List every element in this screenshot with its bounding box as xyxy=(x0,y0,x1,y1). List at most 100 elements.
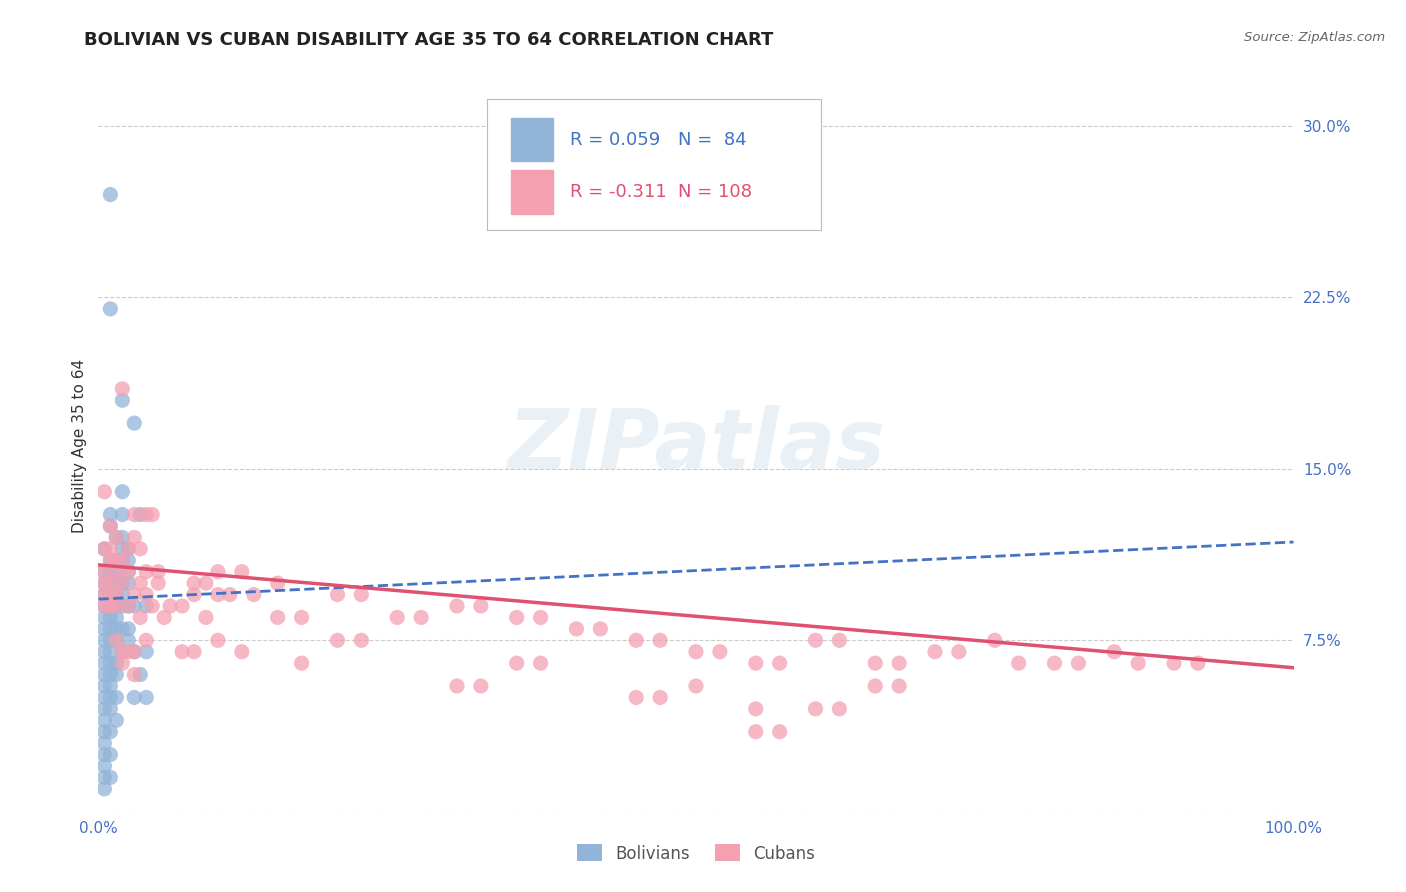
Point xyxy=(291,610,314,624)
Point xyxy=(124,690,146,705)
Point xyxy=(105,633,128,648)
Point xyxy=(98,187,122,202)
Point xyxy=(98,771,122,785)
Point xyxy=(828,702,851,716)
Point xyxy=(98,747,122,762)
Point xyxy=(117,599,139,613)
Point xyxy=(98,667,122,681)
Point xyxy=(93,610,115,624)
Point xyxy=(93,576,115,591)
Point xyxy=(93,565,115,579)
Point xyxy=(648,633,672,648)
Point xyxy=(93,702,115,716)
Point xyxy=(984,633,1007,648)
Point xyxy=(745,724,768,739)
Point xyxy=(243,588,266,602)
Point xyxy=(98,519,122,533)
Point xyxy=(124,667,146,681)
Point xyxy=(446,599,468,613)
Point xyxy=(129,541,152,556)
FancyBboxPatch shape xyxy=(510,118,553,161)
Point xyxy=(124,588,146,602)
Point xyxy=(105,622,128,636)
Point xyxy=(1187,656,1209,670)
Point xyxy=(93,588,115,602)
Point xyxy=(326,588,349,602)
Point xyxy=(93,736,115,750)
Point xyxy=(135,633,157,648)
Point xyxy=(124,645,146,659)
Point xyxy=(93,714,115,728)
Point xyxy=(105,565,128,579)
Point xyxy=(105,599,128,613)
Point xyxy=(207,633,229,648)
Point xyxy=(117,622,139,636)
Point xyxy=(117,633,139,648)
Point xyxy=(111,576,134,591)
Point xyxy=(828,633,851,648)
Y-axis label: Disability Age 35 to 64: Disability Age 35 to 64 xyxy=(72,359,87,533)
Point xyxy=(506,656,529,670)
Point xyxy=(93,541,115,556)
Point xyxy=(105,553,128,567)
Text: ZIPatlas: ZIPatlas xyxy=(508,406,884,486)
Point xyxy=(530,656,553,670)
Point xyxy=(148,565,170,579)
Point xyxy=(183,576,205,591)
Point xyxy=(124,530,146,544)
Point xyxy=(135,588,157,602)
Point xyxy=(117,576,139,591)
Point xyxy=(148,576,170,591)
Point xyxy=(93,747,115,762)
Point xyxy=(93,781,115,796)
Point xyxy=(93,599,115,613)
Point xyxy=(231,645,253,659)
Point xyxy=(105,553,128,567)
Point xyxy=(93,565,115,579)
Point xyxy=(93,771,115,785)
Point xyxy=(105,667,128,681)
Point xyxy=(129,576,152,591)
Point xyxy=(183,588,205,602)
Point xyxy=(98,599,122,613)
Point xyxy=(111,508,134,522)
Point xyxy=(98,519,122,533)
Point xyxy=(98,690,122,705)
Point xyxy=(93,633,115,648)
Point xyxy=(105,576,128,591)
Point xyxy=(98,679,122,693)
Point xyxy=(135,599,157,613)
Point xyxy=(141,599,163,613)
Point xyxy=(768,724,790,739)
Point xyxy=(93,622,115,636)
Text: N = 108: N = 108 xyxy=(678,183,752,201)
Point xyxy=(1008,656,1031,670)
Point xyxy=(111,541,134,556)
Point xyxy=(105,588,128,602)
Point xyxy=(124,599,146,613)
Point xyxy=(648,690,672,705)
Point xyxy=(117,541,139,556)
Point xyxy=(207,565,229,579)
Point xyxy=(124,508,146,522)
Point xyxy=(1043,656,1066,670)
Point xyxy=(411,610,433,624)
Point xyxy=(135,690,157,705)
Point xyxy=(98,553,122,567)
Point xyxy=(141,508,163,522)
Point xyxy=(93,679,115,693)
Point xyxy=(98,702,122,716)
Point xyxy=(93,541,115,556)
Point xyxy=(924,645,946,659)
Point xyxy=(111,588,134,602)
Point xyxy=(1163,656,1185,670)
Point xyxy=(135,508,157,522)
Point xyxy=(231,565,253,579)
Point xyxy=(172,599,194,613)
Point xyxy=(709,645,731,659)
Point xyxy=(291,656,314,670)
Point xyxy=(111,656,134,670)
Point xyxy=(93,759,115,773)
Point xyxy=(506,610,529,624)
Point xyxy=(98,588,122,602)
